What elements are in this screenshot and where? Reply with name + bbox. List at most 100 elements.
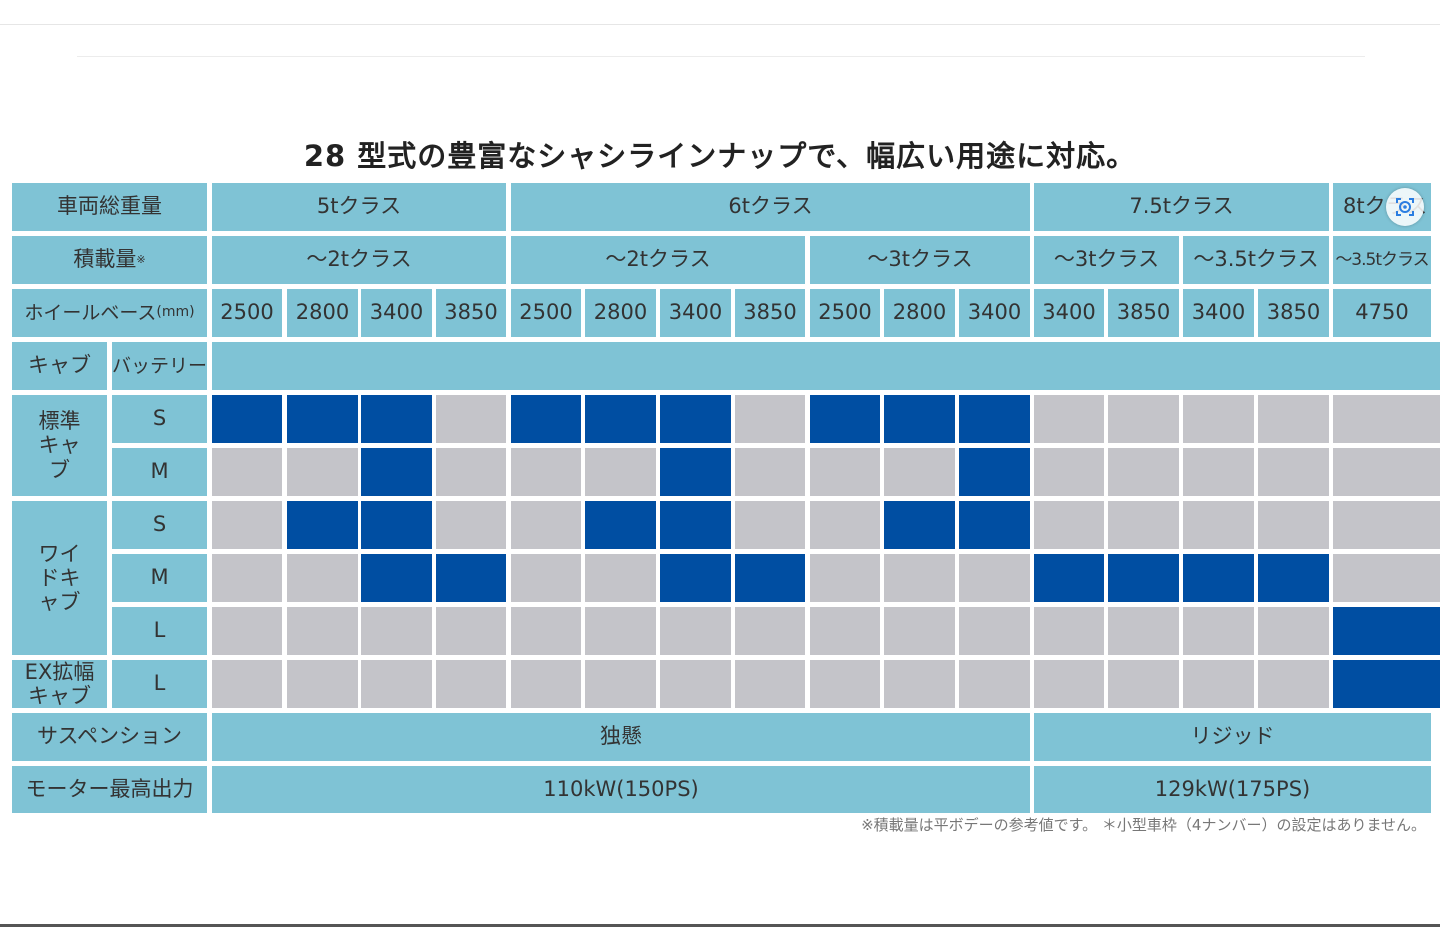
unavailable-cell [735,448,805,496]
unavailable-cell [884,607,955,655]
wheelbase-value: 3400 [1034,289,1104,337]
unavailable-cell [810,448,880,496]
unavailable-cell [212,501,282,549]
unavailable-cell [1108,448,1179,496]
unavailable-cell [511,501,581,549]
unavailable-cell [361,607,432,655]
wheelbase-unit: (mm) [156,304,195,321]
suspension-type: リジッド [1034,713,1431,761]
unavailable-cell [1108,660,1179,708]
available-cell [1333,660,1440,708]
unavailable-cell [959,554,1030,602]
suspension-type: 独懸 [212,713,1030,761]
unavailable-cell [1183,607,1254,655]
unavailable-cell [1333,448,1440,496]
unavailable-cell [436,501,506,549]
available-cell [287,395,358,443]
unavailable-cell [810,660,880,708]
page-title: 28 型式の豊富なシャシラインナップで、幅広い用途に対応。 [303,139,1137,174]
camera-search-icon[interactable] [1386,188,1424,226]
available-cell [884,501,955,549]
unavailable-cell [585,607,656,655]
unavailable-cell [287,554,358,602]
available-cell [959,395,1030,443]
available-cell [660,554,731,602]
unavailable-cell [1258,607,1329,655]
unavailable-cell [1333,395,1440,443]
available-cell [1333,607,1440,655]
battery-header-bar [212,342,1440,390]
available-cell [660,448,731,496]
unavailable-cell [959,660,1030,708]
section-divider [77,56,1365,57]
payload-class: ～3tクラス [810,236,1030,284]
label-gvw: 車両総重量 [12,183,207,231]
available-cell [735,554,805,602]
battery-size: L [112,607,207,655]
unavailable-cell [287,448,358,496]
unavailable-cell [212,448,282,496]
available-cell [1034,554,1104,602]
unavailable-cell [1258,395,1329,443]
available-cell [585,501,656,549]
unavailable-cell [1258,660,1329,708]
payload-class: ～2tクラス [212,236,506,284]
unavailable-cell [735,607,805,655]
unavailable-cell [1034,395,1104,443]
wheelbase-value: 3850 [735,289,805,337]
cab-group-label: ワイドキャブ [38,541,81,615]
cab-group-label: 標準キャブ [38,409,81,482]
footnote: ※積載量は平ボデーの参考値です。 ＊小型車枠（4ナンバー）の設定はありません。 [861,816,1426,834]
battery-size: M [112,448,207,496]
cab-group-label: EX拡幅キャブ [24,659,95,708]
unavailable-cell [1183,660,1254,708]
unavailable-cell [1108,607,1179,655]
available-cell [1183,554,1254,602]
wheelbase-value: 3400 [959,289,1030,337]
label-payload: 積載量 ※ [12,236,207,284]
unavailable-cell [1034,501,1104,549]
gvw-class: 6tクラス [511,183,1030,231]
payload-note-mark: ※ [136,252,146,266]
label-suspension: サスペンション [12,713,207,761]
available-cell [212,395,282,443]
unavailable-cell [1034,448,1104,496]
available-cell [361,448,432,496]
unavailable-cell [212,660,282,708]
unavailable-cell [585,660,656,708]
unavailable-cell [511,607,581,655]
wheelbase-value: 2500 [810,289,880,337]
available-cell [660,501,731,549]
bottom-divider [0,924,1440,927]
unavailable-cell [810,607,880,655]
gvw-class: 7.5tクラス [1034,183,1329,231]
wheelbase-value: 2800 [585,289,656,337]
available-cell [1108,554,1179,602]
unavailable-cell [212,607,282,655]
camera-search-icon-glyph [1396,198,1414,216]
unavailable-cell [1034,660,1104,708]
gvw-class: 5tクラス [212,183,506,231]
unavailable-cell [436,607,506,655]
unavailable-cell [436,395,506,443]
label-motor: モーター最高出力 [12,766,207,813]
unavailable-cell [1258,501,1329,549]
available-cell [287,501,358,549]
unavailable-cell [735,501,805,549]
unavailable-cell [884,660,955,708]
unavailable-cell [212,554,282,602]
payload-class: ～3.5tクラス [1183,236,1329,284]
unavailable-cell [1183,501,1254,549]
wheelbase-value: 3400 [660,289,731,337]
unavailable-cell [1108,501,1179,549]
available-cell [810,395,880,443]
unavailable-cell [884,554,955,602]
payload-class: ～2tクラス [511,236,805,284]
unavailable-cell [810,501,880,549]
available-cell [436,554,506,602]
unavailable-cell [511,660,581,708]
unavailable-cell [1183,395,1254,443]
available-cell [511,395,581,443]
wheelbase-value: 4750 [1333,289,1431,337]
